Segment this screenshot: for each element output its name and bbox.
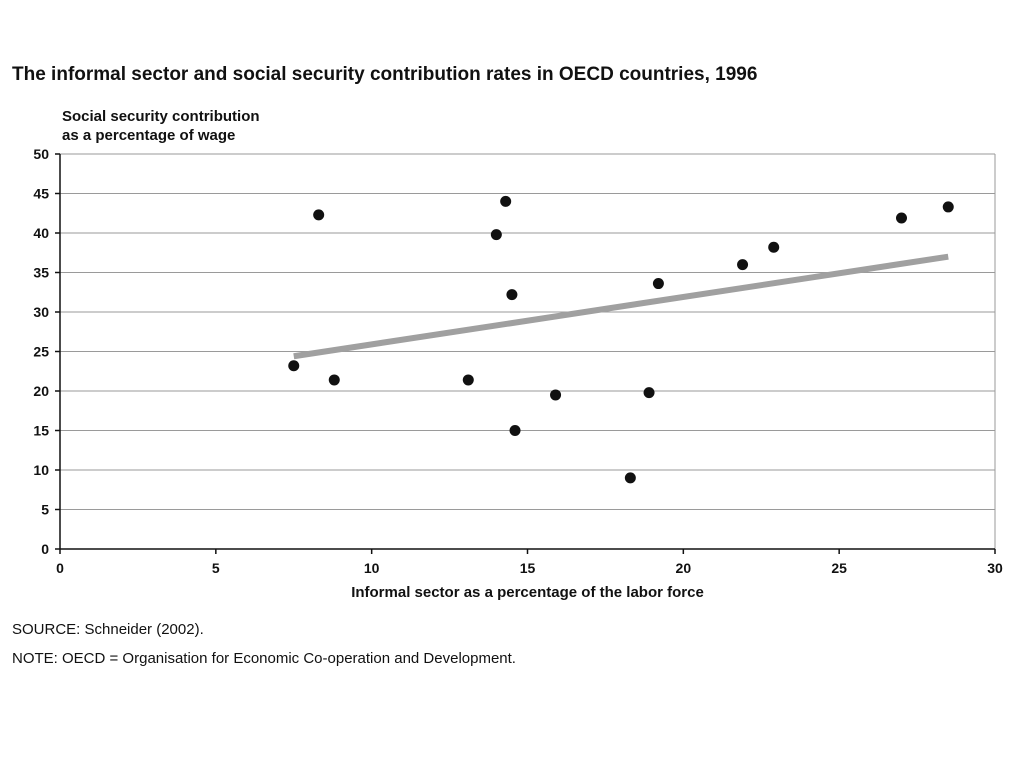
data-point-8 <box>509 425 521 436</box>
x-tick-label-30: 30 <box>987 560 1003 576</box>
x-tick-label-0: 0 <box>56 560 64 576</box>
gridlines <box>60 153 996 549</box>
data-point-14 <box>768 241 780 253</box>
y-tick-label-45: 45 <box>33 186 49 202</box>
x-tick-label-5: 5 <box>212 560 220 576</box>
data-point-15 <box>896 212 907 224</box>
data-point-6 <box>500 195 512 207</box>
y-tick-label-5: 5 <box>41 502 49 518</box>
data-point-7 <box>506 289 518 301</box>
y-tick-label-30: 30 <box>33 304 49 320</box>
axes <box>55 153 996 554</box>
data-point-5 <box>490 229 502 241</box>
y-tick-label-50: 50 <box>33 146 49 162</box>
data-point-12 <box>652 278 664 290</box>
data-point-3 <box>328 374 340 386</box>
trendline-group <box>293 253 949 360</box>
data-points <box>288 195 954 484</box>
y-tick-label-10: 10 <box>33 462 49 478</box>
tick-labels: 0 5 10 15 20 25 30 35 40 45 50 0 5 10 15 20 25 30 <box>33 146 1003 576</box>
y-tick-label-15: 15 <box>33 423 49 439</box>
y-axis-label: Social security contribution as a percen… <box>62 107 260 145</box>
data-point-16 <box>942 201 954 213</box>
y-tick-label-40: 40 <box>33 225 49 241</box>
data-point-10 <box>624 472 636 484</box>
chart-title: The informal sector and social security … <box>12 64 758 85</box>
y-tick-label-20: 20 <box>33 383 49 399</box>
data-point-9 <box>550 389 562 401</box>
data-point-11 <box>643 387 655 399</box>
y-tick-label-0: 0 <box>41 541 49 557</box>
x-tick-label-20: 20 <box>676 560 692 576</box>
y-tick-label-25: 25 <box>33 344 49 360</box>
y-tick-label-35: 35 <box>33 265 49 281</box>
data-point-13 <box>737 259 749 271</box>
data-point-1 <box>288 360 300 372</box>
x-axis-label: Informal sector as a percentage of the l… <box>351 584 704 601</box>
x-tick-label-10: 10 <box>364 560 380 576</box>
trendline <box>293 253 949 360</box>
y-axis-label-line-1: Social security contribution <box>62 108 260 125</box>
data-point-2 <box>313 209 325 221</box>
source-note: SOURCE: Schneider (2002). <box>12 621 204 638</box>
x-tick-label-25: 25 <box>831 560 847 576</box>
data-point-4 <box>462 374 474 386</box>
abbreviation-note: NOTE: OECD = Organisation for Economic C… <box>12 650 516 667</box>
x-tick-label-15: 15 <box>520 560 536 576</box>
y-axis-label-line-2: as a percentage of wage <box>62 127 236 144</box>
